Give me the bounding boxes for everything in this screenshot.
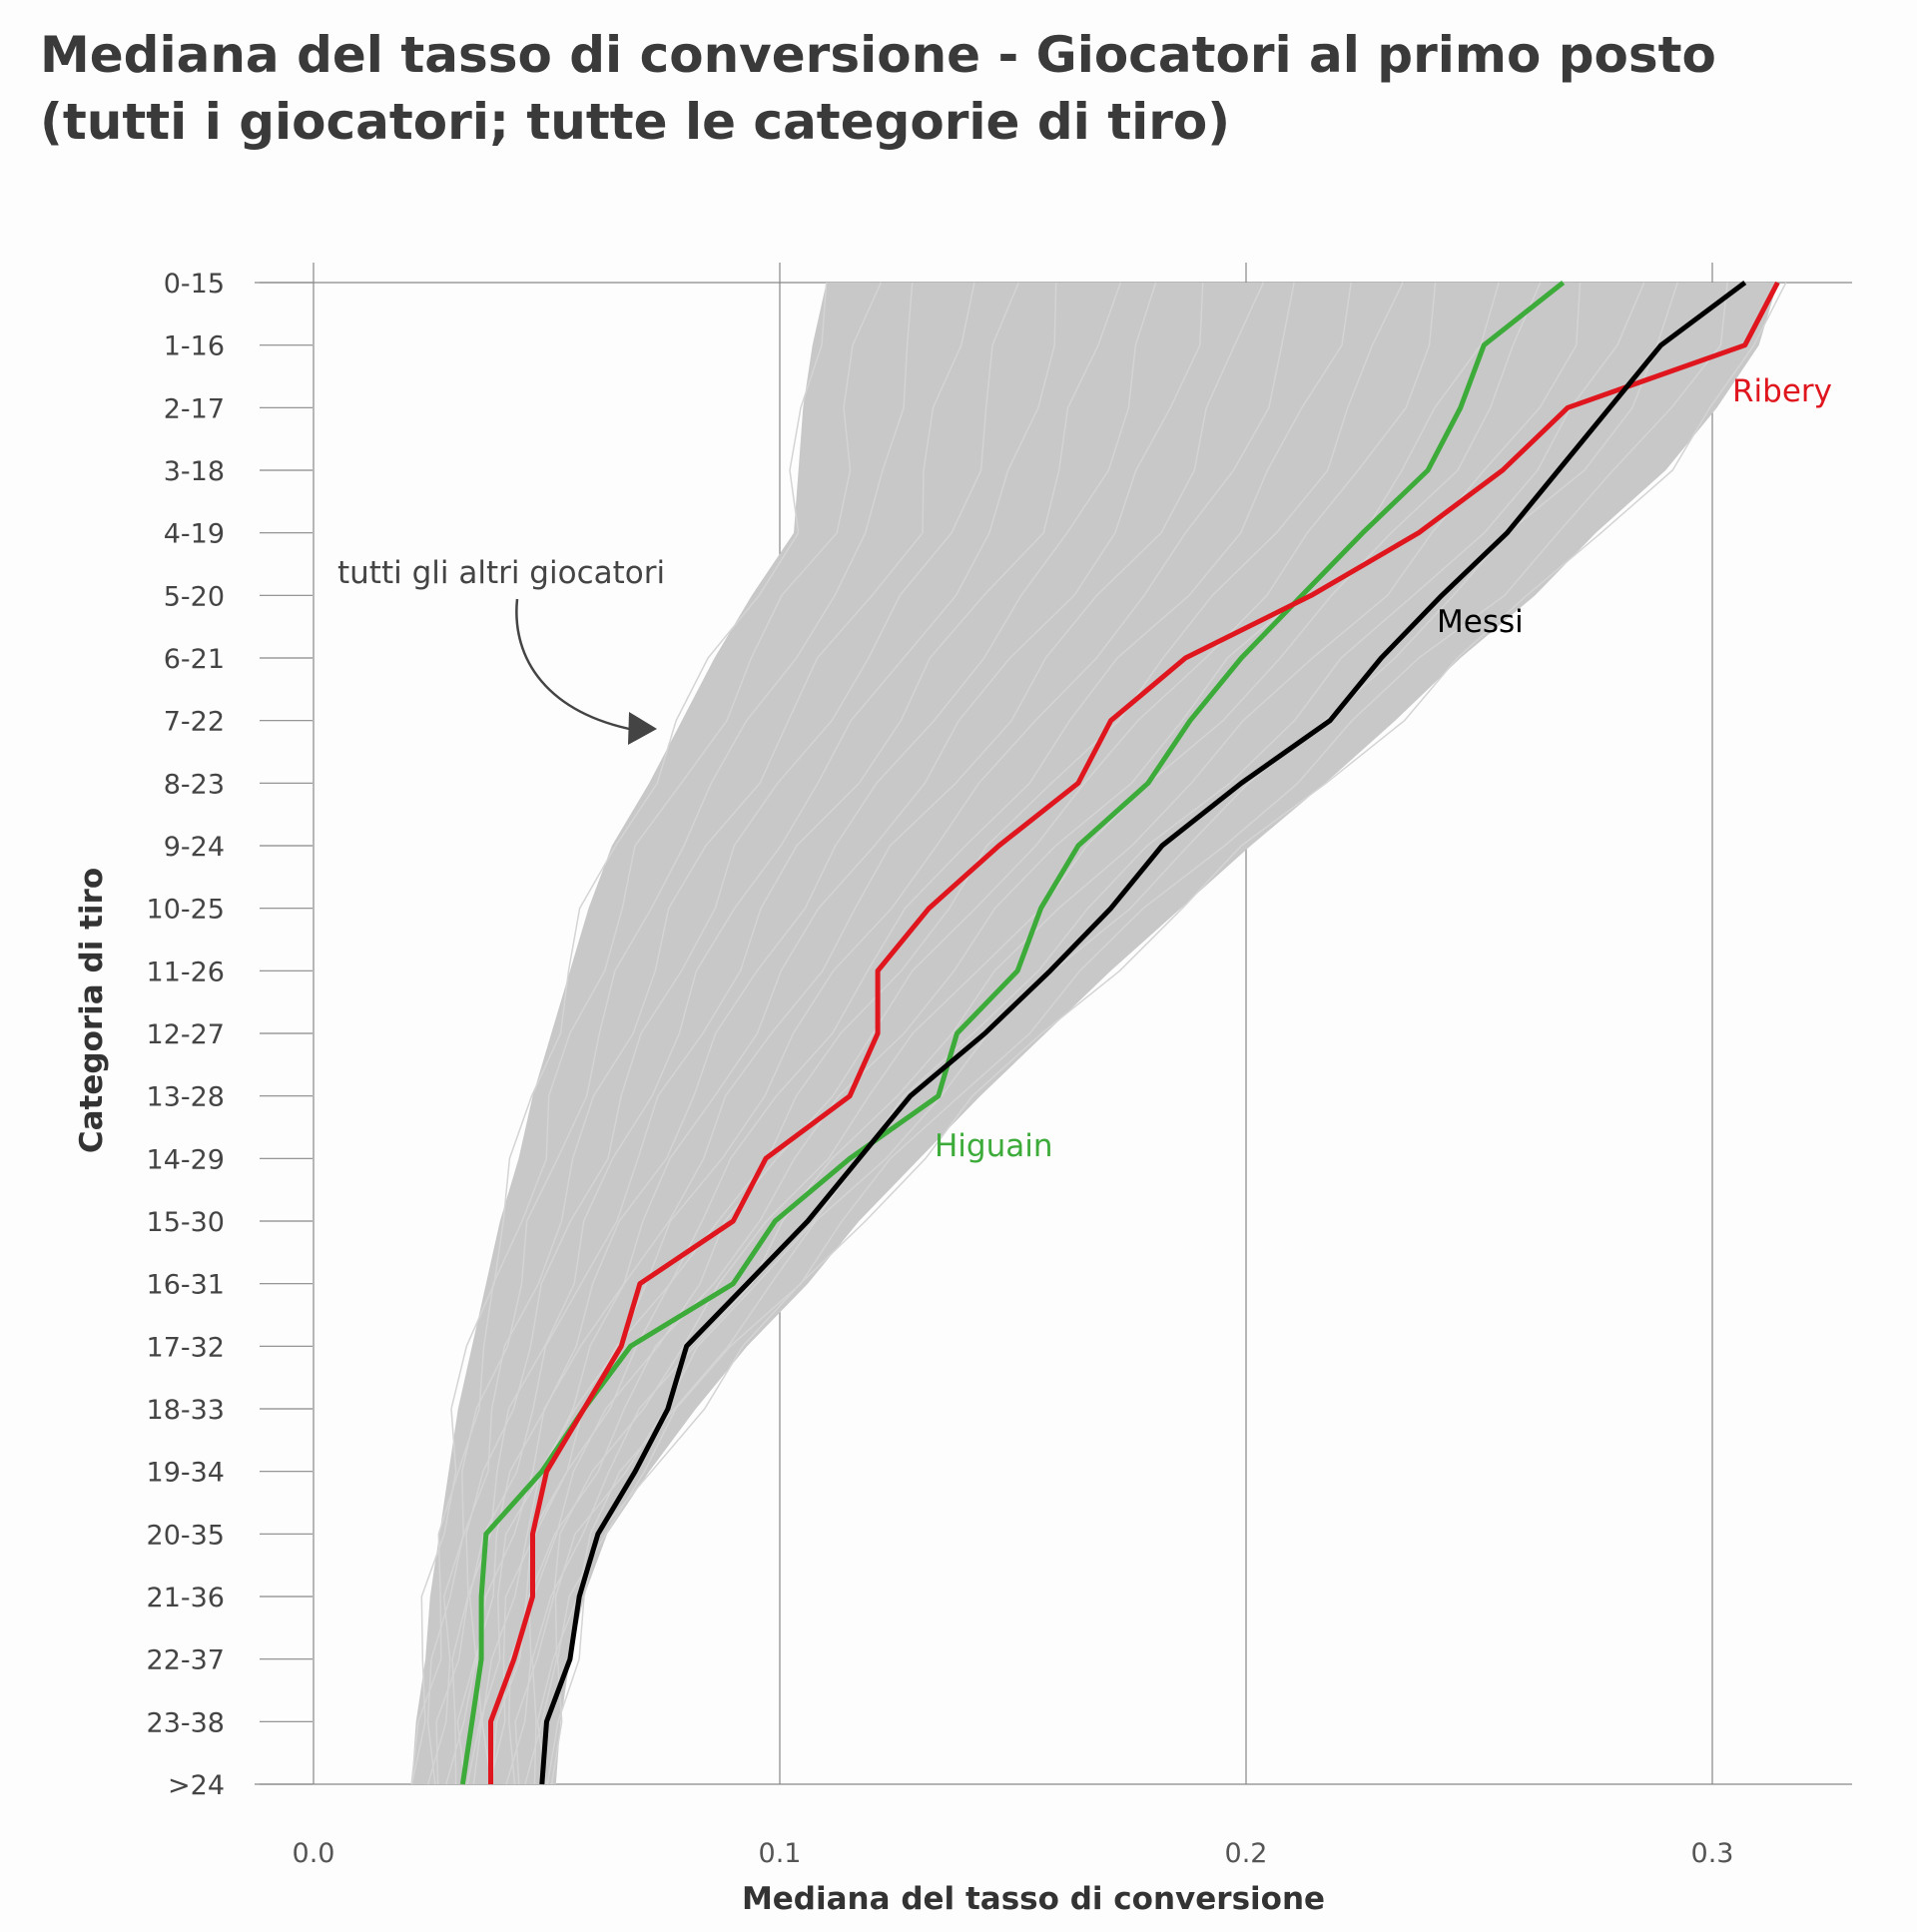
- others-line-3: [426, 282, 975, 1785]
- y-tick-label-5: 5-20: [164, 581, 225, 612]
- y-tick-label-19: 19-34: [147, 1458, 225, 1489]
- y-tick-label-17: 17-32: [147, 1332, 225, 1363]
- y-tick-label-18: 18-33: [147, 1395, 225, 1426]
- others-line-4: [435, 282, 1019, 1785]
- series-line-higuain: [459, 281, 1566, 1785]
- others-line-17: [524, 282, 1645, 1785]
- x-tick-label-2: 0.2: [1225, 1838, 1268, 1869]
- others-line-1: [410, 282, 882, 1785]
- label-messi: Messi: [1437, 604, 1524, 640]
- y-tick-label-4: 4-19: [164, 519, 225, 550]
- y-tick-label-22: 22-37: [147, 1645, 225, 1676]
- y-tick-label-1: 1-16: [164, 331, 225, 362]
- y-tick-label-14: 14-29: [147, 1144, 225, 1175]
- chart-title: Mediana del tasso di conversione - Gioca…: [40, 22, 1877, 156]
- y-tick-label-7: 7-22: [164, 707, 225, 738]
- others-line-16: [531, 282, 1582, 1785]
- annotation-arrowhead-icon: [628, 712, 657, 745]
- series-line-messi: [539, 280, 1747, 1785]
- y-tick-label-11: 11-26: [147, 957, 225, 987]
- y-tick-label-0: 0-15: [164, 269, 225, 300]
- y-tick-label-21: 21-36: [147, 1583, 225, 1613]
- x-axis-title: Mediana del tasso di conversione: [742, 1881, 1325, 1917]
- others-band-layer: [410, 282, 1787, 1785]
- others-line-0: [410, 282, 828, 1785]
- others-line-11: [488, 282, 1352, 1785]
- annotation-others: tutti gli altri giocatori: [337, 555, 665, 591]
- others-line-5: [451, 282, 1057, 1785]
- others-line-9: [466, 282, 1265, 1785]
- chart-title-line-1: Mediana del tasso di conversione - Gioca…: [40, 26, 1716, 84]
- series-layer: [459, 280, 1780, 1785]
- y-tick-label-8: 8-23: [164, 769, 225, 800]
- annotation-layer: tutti gli altri giocatori Messi Ribery H…: [337, 373, 1832, 1164]
- y-tick-label-24: >24: [168, 1770, 225, 1801]
- y-tick-label-6: 6-21: [164, 644, 225, 675]
- y-tick-label-9: 9-24: [164, 832, 225, 863]
- others-line-15: [514, 282, 1542, 1785]
- y-tick-label-23: 23-38: [147, 1707, 225, 1738]
- annotation-arrow-curve: [515, 598, 640, 733]
- y-tick-label-10: 10-25: [147, 895, 225, 926]
- y-axis-title: Categoria di tiro: [74, 868, 110, 1153]
- others-line-8: [472, 282, 1204, 1785]
- series-line-ribery: [488, 281, 1780, 1784]
- others-band-area: [411, 283, 1778, 1784]
- label-higuain: Higuain: [935, 1128, 1053, 1164]
- y-tick-label-12: 12-27: [147, 1019, 225, 1050]
- others-line-10: [481, 282, 1295, 1785]
- chart-title-line-2: (tutti i giocatori; tutte le categorie d…: [40, 93, 1231, 151]
- others-line-19: [550, 282, 1728, 1785]
- label-ribery: Ribery: [1732, 373, 1832, 409]
- x-tick-label-0: 0.0: [293, 1838, 335, 1869]
- y-tick-label-2: 2-17: [164, 393, 225, 424]
- others-line-13: [508, 282, 1437, 1785]
- x-tick-label-3: 0.3: [1691, 1838, 1734, 1869]
- y-tick-label-20: 20-35: [147, 1520, 225, 1551]
- y-tick-label-3: 3-18: [164, 456, 225, 487]
- x-tick-label-1: 0.1: [759, 1838, 802, 1869]
- y-tick-label-13: 13-28: [147, 1082, 225, 1113]
- others-line-7: [456, 282, 1157, 1785]
- y-tick-label-15: 15-30: [147, 1207, 225, 1238]
- y-tick-label-16: 16-31: [147, 1270, 225, 1301]
- axis-layer: 0-15 1-16 2-17 3-18 4-19 5-20 6-21 7-22 8-23 9-24…: [147, 269, 1734, 1869]
